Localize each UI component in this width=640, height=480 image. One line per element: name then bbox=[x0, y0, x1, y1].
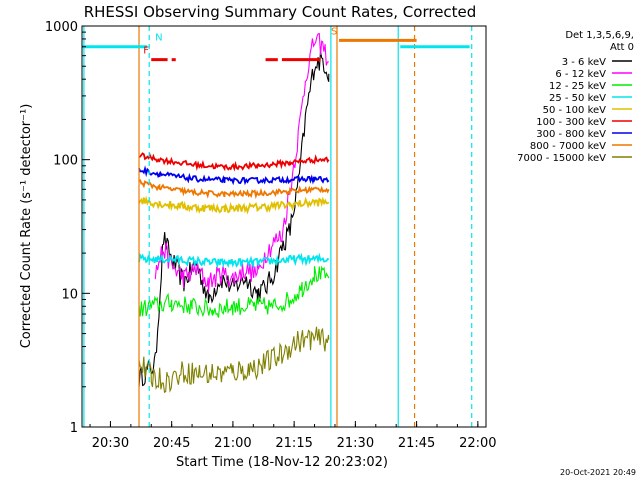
x-tick-label: 21:45 bbox=[398, 436, 435, 451]
series-line-0 bbox=[138, 51, 330, 388]
legend-header: Att 0 bbox=[610, 42, 634, 53]
series-line-4 bbox=[138, 195, 330, 215]
chart-title: RHESSI Observing Summary Count Rates, Co… bbox=[84, 3, 477, 21]
y-tick-label: 1000 bbox=[45, 20, 78, 35]
legend-entry-label: 100 - 300 keV bbox=[536, 117, 606, 128]
x-tick-label: 20:45 bbox=[153, 436, 190, 451]
y-tick-label: 1 bbox=[70, 421, 78, 436]
series-line-6 bbox=[138, 165, 330, 186]
series-line-1 bbox=[154, 32, 329, 293]
footer-timestamp: 20-Oct-2021 20:49 bbox=[560, 468, 636, 477]
flag-label-S: S bbox=[331, 26, 337, 37]
x-tick-label: 20:30 bbox=[92, 436, 129, 451]
flag-label-F: F bbox=[143, 46, 149, 57]
series-line-3 bbox=[138, 252, 329, 269]
x-tick-label: 21:30 bbox=[337, 436, 374, 451]
plot-frame bbox=[81, 25, 487, 428]
plot-area bbox=[138, 32, 330, 394]
plot-overlays: NF S bbox=[82, 26, 473, 427]
x-tick-label: 21:00 bbox=[214, 436, 251, 451]
legend-entry-label: 50 - 100 keV bbox=[543, 105, 607, 116]
legend-entry-label: 800 - 7000 keV bbox=[530, 141, 606, 152]
series-line-5 bbox=[138, 152, 330, 172]
legend-entry-label: 12 - 25 keV bbox=[549, 81, 606, 92]
x-axis: 20:30 20:45 21:00 21:15 21:30 21:45 22:00 bbox=[89, 421, 497, 451]
legend-entry-label: 300 - 800 keV bbox=[536, 129, 606, 140]
y-tick-label: 10 bbox=[61, 287, 78, 302]
series-line-2 bbox=[138, 265, 330, 318]
legend-entry-label: 7000 - 15000 keV bbox=[517, 153, 606, 164]
legend-entry-label: 25 - 50 keV bbox=[549, 93, 606, 104]
y-tick-label: 100 bbox=[53, 154, 78, 169]
series-line-7 bbox=[138, 179, 330, 200]
x-tick-label: 21:15 bbox=[275, 436, 312, 451]
x-axis-label: Start Time (18-Nov-12 20:23:02) bbox=[176, 455, 388, 470]
y-axis: 1 10 100 1000 bbox=[45, 20, 90, 436]
series-line-8 bbox=[138, 326, 330, 394]
legend-entry-label: 3 - 6 keV bbox=[562, 57, 606, 68]
legend-header: Det 1,3,5,6,9, bbox=[565, 30, 634, 41]
flag-label-N: N bbox=[155, 33, 162, 44]
x-tick-label: 22:00 bbox=[459, 436, 496, 451]
y-axis-label: Corrected Count Rate (s⁻¹ detector⁻¹) bbox=[19, 104, 34, 349]
legend-entry-label: 6 - 12 keV bbox=[555, 69, 606, 80]
